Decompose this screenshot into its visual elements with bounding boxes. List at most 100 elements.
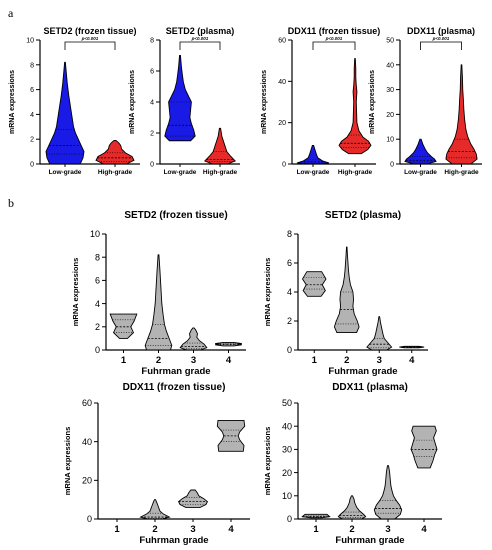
violin-1 bbox=[109, 313, 138, 339]
x-tick-label: Low-grade bbox=[297, 169, 330, 176]
violin-High-grade bbox=[445, 64, 478, 165]
violin-3 bbox=[366, 316, 393, 351]
y-tick-label: 8 bbox=[30, 62, 34, 69]
y-tick-label: 4 bbox=[95, 299, 100, 309]
y-tick-label: 8 bbox=[150, 37, 154, 44]
y-tick-label: 0 bbox=[282, 161, 286, 168]
y-tick-label: 0 bbox=[95, 345, 100, 355]
x-axis-label: Fuhrman grade bbox=[335, 535, 404, 546]
y-tick-label: 10 bbox=[26, 37, 34, 44]
y-tick-label: 4 bbox=[287, 287, 292, 297]
violin-High-grade bbox=[338, 58, 372, 155]
y-tick-label: 30 bbox=[282, 445, 292, 455]
chart-6: SETD2 (plasma) 0 2 4 6 8 mRNA expressions 1 2 3 4 F… bbox=[263, 210, 428, 377]
y-tick-label: 0 bbox=[287, 345, 292, 355]
x-tick-label: 2 bbox=[344, 355, 349, 366]
y-tick-label: 50 bbox=[282, 398, 292, 408]
chart-title: DDX11 (plasma) bbox=[332, 382, 408, 393]
x-tick-label: Low-grade bbox=[404, 169, 437, 176]
x-axis-label: Fuhrman grade bbox=[141, 366, 210, 377]
violin-Low-grade bbox=[45, 61, 85, 165]
x-tick-label: High-grade bbox=[338, 169, 373, 176]
y-tick-label: 4 bbox=[30, 112, 34, 119]
significance-bracket bbox=[179, 41, 221, 50]
y-tick-label: 6 bbox=[30, 87, 34, 94]
y-tick-label: 10 bbox=[386, 137, 394, 144]
y-axis-label: mRNA expressions bbox=[71, 258, 80, 327]
x-tick-label: 2 bbox=[152, 524, 157, 535]
x-tick-label: Low-grade bbox=[164, 169, 197, 176]
significance-label: p<0.001 bbox=[81, 36, 99, 41]
y-tick-label: 0 bbox=[30, 161, 34, 168]
y-tick-label: 6 bbox=[287, 258, 292, 268]
y-tick-label: 40 bbox=[386, 62, 394, 69]
y-tick-label: 60 bbox=[82, 398, 92, 408]
violin-Low-grade bbox=[404, 138, 437, 165]
y-tick-label: 10 bbox=[90, 229, 100, 239]
y-tick-label: 30 bbox=[386, 87, 394, 94]
y-tick-label: 0 bbox=[87, 514, 92, 524]
significance-label: p<0.001 bbox=[191, 36, 209, 41]
chart-title: SETD2 (frozen tissue) bbox=[124, 210, 227, 221]
violin-3 bbox=[373, 465, 403, 520]
x-tick-label: High-grade bbox=[98, 169, 133, 176]
chart-4: DDX11 (plasma) 0 10 20 30 40 50 mRNA expression… bbox=[369, 26, 482, 176]
violin-3 bbox=[177, 489, 209, 508]
violin-High-grade bbox=[95, 139, 135, 165]
y-tick-label: 2 bbox=[95, 322, 100, 332]
x-tick-label: 4 bbox=[421, 524, 427, 535]
x-tick-label: 3 bbox=[385, 524, 390, 535]
significance-label: p<0.001 bbox=[325, 36, 343, 41]
y-tick-label: 0 bbox=[287, 514, 292, 524]
y-tick-label: 20 bbox=[282, 468, 292, 478]
chart-title: DDX11 (frozen tissue) bbox=[123, 382, 226, 393]
y-tick-label: 2 bbox=[287, 316, 292, 326]
chart-title: SETD2 (frozen tissue) bbox=[43, 26, 136, 36]
significance-bracket bbox=[64, 41, 116, 50]
x-tick-label: 4 bbox=[228, 524, 234, 535]
violin-2 bbox=[144, 254, 173, 351]
x-tick-label: 4 bbox=[226, 355, 232, 366]
y-tick-label: 50 bbox=[386, 37, 394, 44]
chart-1: SETD2 (frozen tissue) 0 2 4 6 8 10 mRNA express… bbox=[9, 26, 140, 176]
y-tick-label: 2 bbox=[150, 130, 154, 137]
chart-title: SETD2 (plasma) bbox=[166, 26, 235, 36]
chart-2: SETD2 (plasma) 0 2 4 6 8 mRNA expressions Low-g… bbox=[129, 26, 240, 176]
violin-4 bbox=[215, 342, 242, 347]
x-tick-label: 3 bbox=[377, 355, 382, 366]
x-tick-label: High-grade bbox=[444, 169, 479, 176]
chart-3: DDX11 (frozen tissue) 0 20 40 60 mRNA express… bbox=[261, 26, 380, 176]
chart-7: DDX11 (frozen tissue) 0 20 40 60 mRNA express… bbox=[63, 382, 250, 546]
y-tick-label: 20 bbox=[278, 120, 286, 127]
y-tick-label: 20 bbox=[82, 475, 92, 485]
x-axis-label: Fuhrman grade bbox=[139, 535, 208, 546]
y-tick-label: 8 bbox=[95, 252, 100, 262]
violin-Low-grade bbox=[296, 144, 330, 165]
significance-bracket bbox=[312, 41, 356, 50]
chart-title: DDX11 (frozen tissue) bbox=[288, 26, 381, 36]
y-tick-label: 4 bbox=[150, 99, 154, 106]
y-tick-label: 0 bbox=[390, 161, 394, 168]
y-tick-label: 60 bbox=[278, 37, 286, 44]
x-tick-label: 4 bbox=[409, 355, 415, 366]
panel-label-a: a bbox=[8, 6, 14, 20]
violin-High-grade bbox=[204, 127, 236, 165]
significance-label: p<0.001 bbox=[432, 36, 450, 41]
y-tick-label: 6 bbox=[150, 68, 154, 75]
x-axis-label: Fuhrman grade bbox=[328, 366, 397, 377]
y-axis-label: mRNA expressions bbox=[261, 70, 268, 134]
y-tick-label: 8 bbox=[287, 229, 292, 239]
chart-title: SETD2 (plasma) bbox=[325, 210, 401, 221]
x-tick-label: 3 bbox=[191, 355, 196, 366]
x-tick-label: High-grade bbox=[203, 169, 238, 176]
y-tick-label: 40 bbox=[278, 79, 286, 86]
violin-2 bbox=[139, 499, 171, 520]
x-tick-label: 2 bbox=[156, 355, 161, 366]
y-axis-label: mRNA expressions bbox=[263, 427, 272, 496]
x-tick-label: 1 bbox=[114, 524, 120, 535]
y-tick-label: 0 bbox=[150, 161, 154, 168]
y-tick-label: 40 bbox=[282, 421, 292, 431]
y-tick-label: 10 bbox=[282, 491, 292, 501]
x-tick-label: 2 bbox=[349, 524, 354, 535]
